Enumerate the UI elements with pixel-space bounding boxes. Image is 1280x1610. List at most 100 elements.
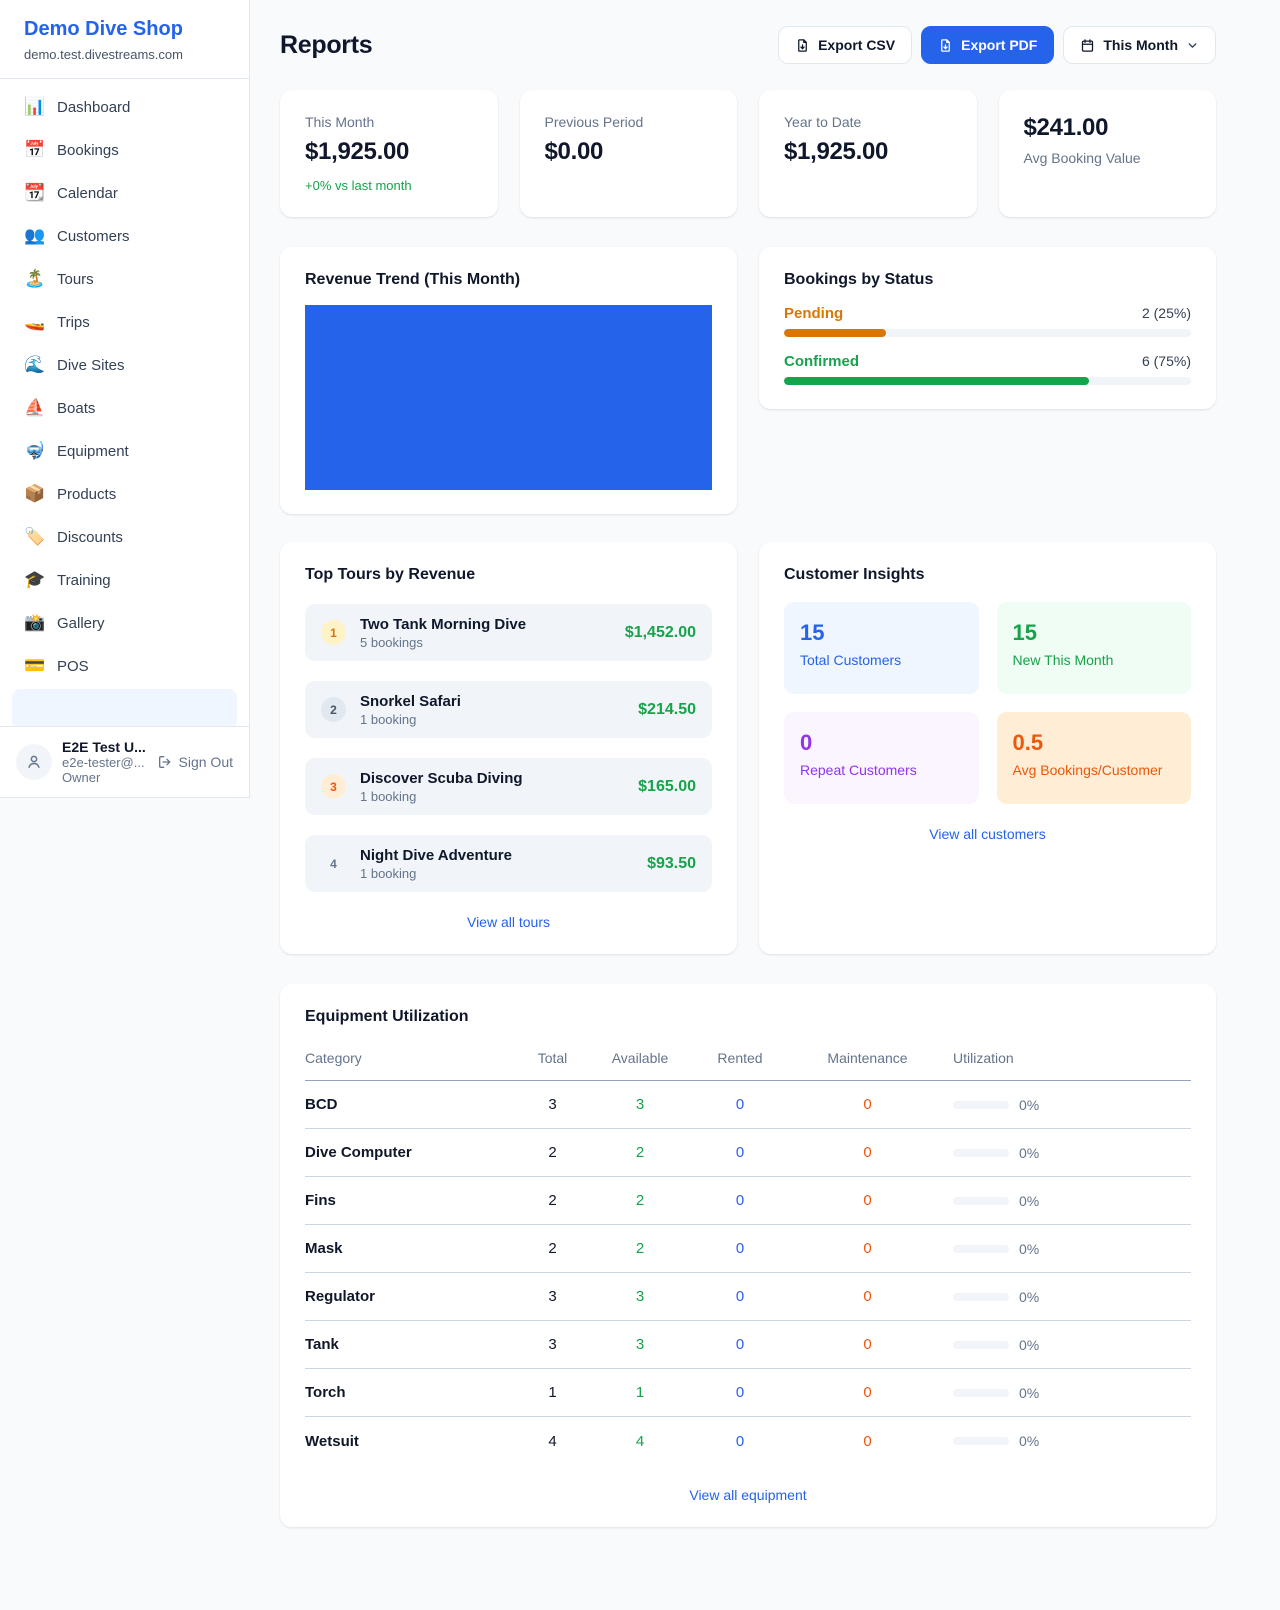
- sidebar-item-calendar[interactable]: 📆 Calendar: [12, 173, 237, 213]
- sailboat-icon: ⛵: [24, 398, 46, 417]
- period-label: This Month: [1103, 37, 1178, 53]
- sidebar-item-bookings[interactable]: 📅 Bookings: [12, 130, 237, 170]
- sidebar-item-label: Equipment: [57, 442, 129, 460]
- sidebar-item-dive-sites[interactable]: 🌊 Dive Sites: [12, 345, 237, 385]
- table-row: Regulator 3 3 0 0 0%: [305, 1273, 1191, 1321]
- equipment-category: Wetsuit: [305, 1432, 359, 1450]
- diving-mask-icon: 🤿: [24, 441, 46, 460]
- header-actions: Export CSV Export PDF This Month: [778, 26, 1216, 64]
- sidebar-item-gallery[interactable]: 📸 Gallery: [12, 603, 237, 643]
- sidebar-item-label: Training: [57, 571, 111, 589]
- stat-value: $1,925.00: [784, 138, 889, 165]
- equipment-rented: 0: [735, 1432, 745, 1450]
- status-count: 6 (75%): [1141, 353, 1191, 369]
- view-all-customers-link[interactable]: View all customers: [929, 826, 1046, 842]
- utilization-bar: [953, 1292, 1009, 1301]
- tour-bookings: 1 booking: [360, 865, 417, 881]
- tour-row: 2 Snorkel Safari 1 booking $214.50: [305, 681, 712, 738]
- export-csv-button[interactable]: Export CSV: [778, 26, 913, 64]
- sidebar-item-label: Bookings: [57, 141, 119, 159]
- equipment-maintenance: 0: [863, 1144, 872, 1161]
- view-all-tours-link[interactable]: View all tours: [466, 914, 550, 930]
- stats-row: This Month $1,925.00 +0% vs last month P…: [280, 90, 1216, 217]
- bookings-by-status-title: Bookings by Status: [784, 271, 934, 288]
- equipment-available: 2: [635, 1144, 645, 1161]
- equipment-category: BCD: [305, 1096, 338, 1113]
- tag-icon: 🏷️: [24, 527, 46, 546]
- equipment-rented: 0: [735, 1192, 745, 1209]
- equipment-total: 2: [548, 1144, 557, 1161]
- shop-name: Demo Dive Shop: [24, 18, 183, 40]
- export-pdf-button[interactable]: Export PDF: [921, 26, 1055, 64]
- file-download-icon: [941, 38, 950, 52]
- table-row: Fins 2 2 0 0 0%: [305, 1177, 1191, 1225]
- camera-icon: 📸: [24, 613, 46, 632]
- island-icon: 🏝️: [24, 269, 46, 288]
- col-category: Category: [305, 1050, 362, 1066]
- table-row: Dive Computer 2 2 0 0 0%: [305, 1129, 1191, 1177]
- revenue-trend-card: Revenue Trend (This Month): [280, 247, 737, 514]
- col-available: Available: [611, 1050, 669, 1066]
- sidebar-item-label: Dashboard: [57, 98, 131, 116]
- tour-amount: $93.50: [647, 854, 696, 872]
- revenue-trend-chart: [305, 305, 712, 490]
- equipment-table-header: Category Total Available Rented Maintena…: [305, 1044, 1191, 1081]
- avatar: [16, 744, 52, 780]
- people-icon: 👥: [24, 226, 46, 245]
- col-total: Total: [537, 1050, 568, 1066]
- sidebar-item-discounts[interactable]: 🏷️ Discounts: [12, 517, 237, 557]
- view-all-equipment-link[interactable]: View all equipment: [689, 1487, 807, 1503]
- equipment-maintenance: 0: [863, 1288, 872, 1305]
- tour-bookings: 1 booking: [360, 788, 417, 804]
- wave-icon: 🌊: [24, 355, 46, 374]
- col-rented: Rented: [717, 1050, 763, 1066]
- insight-label: Total Customers: [800, 652, 902, 668]
- sidebar-item-products[interactable]: 📦 Products: [12, 474, 237, 514]
- tour-row: 1 Two Tank Morning Dive 5 bookings $1,45…: [305, 604, 712, 661]
- equipment-rented: 0: [735, 1144, 745, 1161]
- equipment-category: Fins: [305, 1192, 336, 1209]
- sidebar-item-active-partial[interactable]: [12, 689, 237, 726]
- sidebar-item-training[interactable]: 🎓 Training: [12, 560, 237, 600]
- utilization-bar: [953, 1196, 1009, 1205]
- equipment-utilization-card: Equipment Utilization Category Total Ava…: [280, 984, 1216, 1527]
- sidebar-item-equipment[interactable]: 🤿 Equipment: [12, 431, 237, 471]
- insight-value: 0: [800, 730, 813, 755]
- sidebar-item-dashboard[interactable]: 📊 Dashboard: [12, 87, 237, 127]
- sidebar-item-customers[interactable]: 👥 Customers: [12, 216, 237, 256]
- equipment-maintenance: 0: [863, 1432, 872, 1450]
- sidebar-item-trips[interactable]: 🚤 Trips: [12, 302, 237, 342]
- utilization-pct: 0%: [1019, 1192, 1040, 1209]
- main-content: Reports Export CSV Export PDF This Month…: [250, 0, 1280, 1557]
- equipment-total: 3: [548, 1288, 557, 1305]
- equipment-available: 3: [635, 1288, 645, 1305]
- tour-row: 4 Night Dive Adventure 1 booking $93.50: [305, 835, 712, 892]
- sidebar-item-boats[interactable]: ⛵ Boats: [12, 388, 237, 428]
- tour-name: Snorkel Safari: [360, 692, 461, 710]
- insight-repeat-customers: 0 Repeat Customers: [784, 712, 979, 804]
- sidebar-item-label: Dive Sites: [57, 356, 125, 374]
- sign-out-button[interactable]: Sign Out: [157, 754, 233, 770]
- tour-row: 3 Discover Scuba Diving 1 booking $165.0…: [305, 758, 712, 815]
- insights-row: Top Tours by Revenue 1 Two Tank Morning …: [280, 542, 1216, 954]
- status-progress-track: [784, 377, 1191, 385]
- utilization-pct: 0%: [1019, 1144, 1040, 1161]
- equipment-available: 1: [635, 1384, 645, 1401]
- export-csv-label: Export CSV: [818, 37, 896, 53]
- insights-grid: 15 Total Customers 15 New This Month 0 R…: [784, 602, 1191, 804]
- utilization-bar: [953, 1148, 1009, 1157]
- equipment-available: 4: [635, 1432, 645, 1450]
- rank-badge: 4: [330, 856, 337, 871]
- stat-card-avg-booking-value: $241.00 Avg Booking Value: [998, 90, 1216, 217]
- sidebar-item-tours[interactable]: 🏝️ Tours: [12, 259, 237, 299]
- sidebar-item-pos[interactable]: 💳 POS: [12, 646, 237, 686]
- period-select[interactable]: This Month: [1063, 26, 1216, 64]
- tour-name: Night Dive Adventure: [360, 846, 512, 864]
- rank-badge: 1: [321, 620, 346, 645]
- calendar-icon: 📅: [24, 140, 46, 159]
- insight-value: 0.5: [1012, 730, 1044, 755]
- status-label: Pending: [784, 305, 844, 322]
- equipment-maintenance: 0: [863, 1192, 872, 1209]
- status-label: Confirmed: [784, 353, 859, 370]
- stat-label: This Month: [305, 114, 375, 130]
